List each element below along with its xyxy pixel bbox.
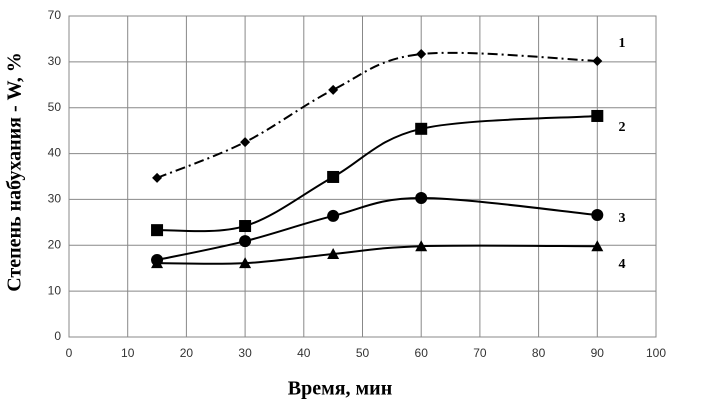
series-label: 3: [619, 211, 626, 226]
x-tick-label: 70: [473, 346, 487, 360]
marker: [327, 247, 340, 259]
marker: [151, 224, 164, 237]
x-tick-label: 50: [356, 346, 370, 360]
y-tick-label: 50: [48, 100, 62, 114]
x-axis-label: Время, мин: [288, 378, 392, 400]
marker: [591, 209, 604, 222]
marker: [327, 170, 340, 183]
y-tick-label: 0: [54, 329, 61, 343]
series-line: [156, 51, 598, 179]
marker: [240, 137, 251, 148]
series-label: 4: [619, 257, 626, 272]
x-tick-label: 90: [591, 346, 605, 360]
x-tick-label: 80: [532, 346, 546, 360]
y-tick-label: 20: [48, 237, 62, 251]
plot-frame: [68, 15, 657, 338]
x-tick-label: 20: [180, 346, 194, 360]
x-tick-label: 30: [238, 346, 252, 360]
marker: [415, 192, 428, 205]
marker: [415, 122, 428, 135]
x-tick-label: 0: [66, 346, 73, 360]
marker: [239, 220, 252, 233]
x-tick-label: 10: [121, 346, 135, 360]
marker: [591, 240, 604, 252]
x-tick-label: 100: [646, 346, 666, 360]
series-label: 2: [619, 120, 626, 135]
marker: [239, 257, 252, 269]
y-tick-label: 30: [48, 54, 62, 68]
x-tick-label: 40: [297, 346, 311, 360]
y-axis-label: Степень набухания - W, %: [4, 52, 26, 292]
marker: [152, 172, 163, 183]
marker: [592, 55, 603, 66]
marker: [415, 240, 428, 252]
marker: [591, 109, 604, 122]
y-tick-label: 70: [48, 8, 62, 22]
y-tick-label: 40: [48, 146, 62, 160]
y-tick-label: 30: [48, 192, 62, 206]
series-line: [157, 114, 598, 233]
marker: [328, 84, 339, 95]
marker: [416, 49, 427, 60]
series-line: [157, 244, 598, 265]
marker: [239, 235, 252, 248]
x-tick-label: 60: [415, 346, 429, 360]
series-line: [156, 197, 598, 261]
marker: [151, 257, 164, 269]
series-label: 1: [619, 36, 626, 51]
marker: [327, 209, 340, 222]
y-tick-label: 10: [48, 283, 62, 297]
